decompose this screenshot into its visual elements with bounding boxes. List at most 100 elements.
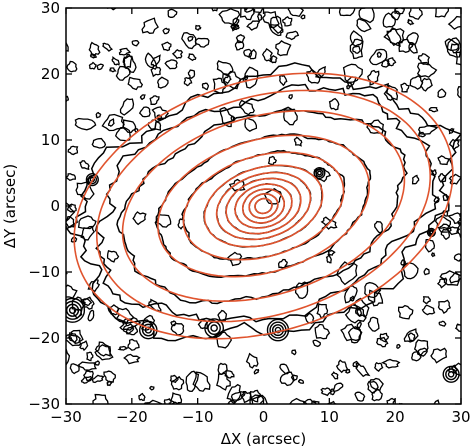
x-tick-label: −30 — [50, 408, 82, 426]
noise-contour — [102, 42, 114, 52]
noise-contour — [66, 60, 78, 73]
noise-contour — [82, 370, 94, 382]
noise-contour — [355, 308, 362, 317]
point-source-contour — [429, 230, 434, 235]
noise-contour — [352, 45, 361, 54]
model-isophote — [182, 151, 345, 261]
noise-contour — [101, 113, 125, 132]
noise-contour — [300, 14, 306, 20]
noise-contour — [244, 66, 259, 89]
noise-contour — [352, 360, 359, 368]
noise-contour — [243, 8, 255, 13]
noise-contour — [215, 331, 233, 349]
y-tick-label: 20 — [41, 65, 60, 83]
noise-contour — [454, 323, 461, 333]
noise-contour — [397, 304, 414, 320]
noise-contour — [302, 398, 317, 404]
noise-contour — [248, 48, 257, 60]
point-source-contour — [68, 306, 77, 314]
noise-contour — [61, 320, 65, 324]
noise-contour — [218, 8, 241, 26]
noise-contour — [374, 361, 384, 372]
noise-contour — [66, 186, 67, 187]
noise-contour — [106, 249, 120, 263]
model-isophote — [248, 193, 279, 219]
noise-contour — [117, 345, 129, 351]
noise-contour — [170, 322, 185, 336]
point-source-contour — [447, 370, 455, 378]
point-source-contour — [85, 173, 99, 187]
noise-contour — [379, 332, 390, 343]
noise-contour — [187, 35, 194, 42]
noise-contour — [87, 309, 95, 322]
noise-contour — [244, 117, 258, 132]
model-isophote — [225, 177, 302, 235]
noise-contour — [368, 48, 388, 66]
noise-contour — [95, 406, 102, 413]
noise-contour — [459, 213, 461, 218]
observed-isophote — [66, 62, 461, 342]
noise-contour — [234, 39, 245, 51]
noise-contour — [86, 351, 94, 362]
noise-contour — [275, 40, 292, 57]
noise-contour — [211, 8, 219, 12]
noise-contour — [183, 76, 193, 87]
point-source-contour — [315, 168, 324, 178]
noise-contour — [235, 34, 246, 44]
noise-contour — [125, 325, 139, 336]
y-tick-label: 10 — [41, 131, 60, 149]
point-source-contour — [445, 368, 458, 381]
noise-contour — [245, 352, 259, 369]
noise-contour — [217, 362, 228, 376]
noise-contour — [440, 228, 451, 241]
model-isophote — [73, 72, 454, 340]
noise-contour — [288, 397, 307, 404]
noise-contour — [439, 270, 461, 286]
model-isophote — [215, 171, 312, 241]
noise-contour — [227, 251, 243, 267]
noise-contour — [316, 303, 329, 319]
noise-contour — [268, 24, 284, 37]
model-isophote — [96, 89, 431, 323]
noise-contour — [149, 95, 160, 105]
noise-contour — [88, 41, 101, 58]
noise-contour — [194, 37, 210, 48]
noise-contour — [383, 27, 405, 47]
noise-contour — [132, 211, 147, 226]
noise-contour — [66, 308, 67, 311]
noise-contour — [95, 111, 102, 119]
model-isophotes — [73, 72, 454, 340]
noise-contour — [94, 344, 114, 361]
noise-contour — [66, 284, 78, 299]
noise-contour — [356, 18, 372, 33]
noise-contour — [171, 401, 182, 404]
noise-contour — [430, 252, 436, 258]
noise-contour — [68, 329, 84, 345]
noise-contour — [447, 212, 461, 225]
noise-contour — [185, 370, 200, 392]
noise-contour — [138, 392, 146, 401]
noise-contour — [329, 388, 336, 396]
noise-contour — [269, 54, 278, 64]
noise-contour — [290, 374, 299, 382]
noise-contour — [442, 193, 450, 202]
noise-contour — [368, 377, 384, 392]
noise-contour — [94, 341, 111, 357]
noise-contour — [416, 61, 438, 78]
x-tick-label: 0 — [259, 408, 269, 426]
noise-contour — [80, 375, 93, 384]
noise-contour — [325, 253, 332, 264]
noise-contour — [448, 173, 461, 186]
y-tick-label: −10 — [28, 263, 60, 281]
noise-contour — [437, 299, 451, 315]
noise-contour — [94, 360, 101, 366]
observed-isophote — [116, 106, 408, 305]
model-isophote — [203, 164, 324, 248]
model-isophote — [121, 110, 406, 302]
noise-contour — [327, 249, 336, 256]
noise-contour — [450, 43, 460, 54]
noise-contour — [143, 399, 163, 404]
noise-contour — [400, 259, 406, 266]
noise-contour — [187, 69, 196, 79]
noise-contour — [192, 371, 211, 392]
